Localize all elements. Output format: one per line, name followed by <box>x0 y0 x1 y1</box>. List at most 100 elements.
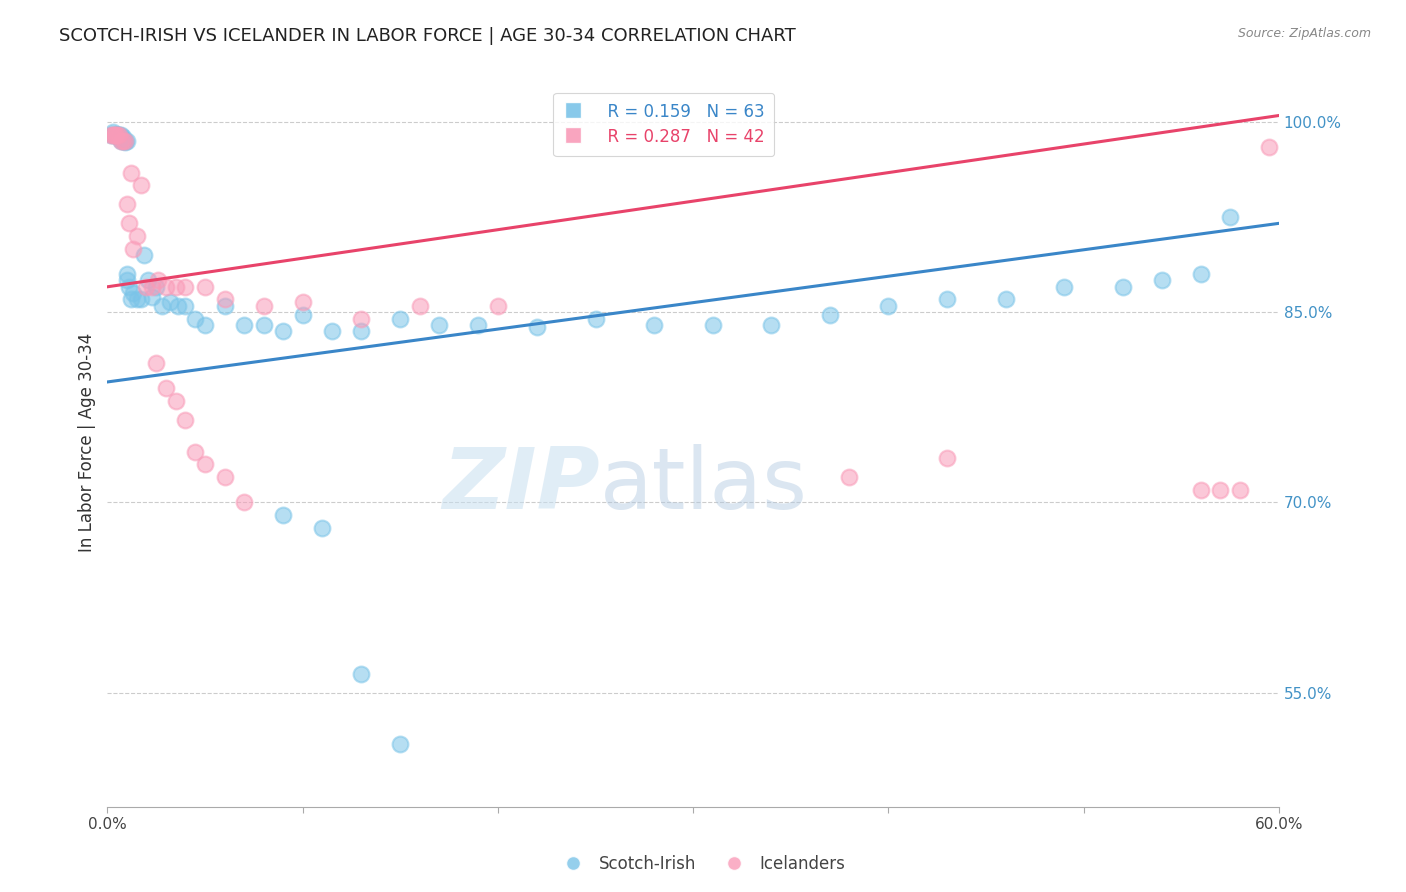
Point <box>1229 483 1251 497</box>
Legend: Scotch-Irish, Icelanders: Scotch-Irish, Icelanders <box>554 848 852 880</box>
Point <box>165 394 187 409</box>
Point <box>108 128 131 142</box>
Point <box>134 248 156 262</box>
Point <box>994 293 1017 307</box>
Point <box>129 293 152 307</box>
Point <box>120 293 142 307</box>
Point <box>108 128 131 142</box>
Point <box>233 318 256 332</box>
Point <box>111 134 134 148</box>
Point <box>108 128 131 142</box>
Point <box>104 128 127 142</box>
Point <box>1209 483 1232 497</box>
Point <box>761 318 783 332</box>
Point <box>135 280 157 294</box>
Point <box>111 130 134 145</box>
Point <box>104 128 127 142</box>
Point <box>103 125 125 139</box>
Legend:   R = 0.159   N = 63,   R = 0.287   N = 42: R = 0.159 N = 63, R = 0.287 N = 42 <box>554 93 775 156</box>
Point <box>129 178 152 193</box>
Point <box>100 128 122 142</box>
Point <box>115 134 138 148</box>
Point <box>104 128 127 142</box>
Point <box>702 318 724 332</box>
Point <box>311 521 333 535</box>
Text: SCOTCH-IRISH VS ICELANDER IN LABOR FORCE | AGE 30-34 CORRELATION CHART: SCOTCH-IRISH VS ICELANDER IN LABOR FORCE… <box>59 27 796 45</box>
Point <box>643 318 665 332</box>
Point <box>150 299 173 313</box>
Point <box>100 128 122 142</box>
Point <box>141 290 163 304</box>
Point <box>125 229 148 244</box>
Point <box>110 134 132 148</box>
Point <box>321 324 343 338</box>
Point <box>214 470 236 484</box>
Point <box>818 308 841 322</box>
Point <box>103 128 125 142</box>
Point <box>104 128 127 142</box>
Point <box>155 280 177 294</box>
Point <box>1112 280 1135 294</box>
Point <box>115 273 138 287</box>
Point <box>467 318 489 332</box>
Point <box>350 311 373 326</box>
Point <box>145 280 167 294</box>
Point <box>114 134 136 148</box>
Point <box>526 320 548 334</box>
Point <box>1189 267 1212 281</box>
Point <box>291 308 314 322</box>
Point <box>125 293 148 307</box>
Point <box>174 299 197 313</box>
Point <box>271 324 294 338</box>
Point <box>936 293 959 307</box>
Point <box>194 280 217 294</box>
Point <box>118 280 141 294</box>
Point <box>121 242 143 256</box>
Point <box>110 133 132 147</box>
Point <box>105 128 128 142</box>
Point <box>214 299 236 313</box>
Text: atlas: atlas <box>599 444 807 527</box>
Point <box>585 311 607 326</box>
Point <box>141 280 163 294</box>
Point <box>166 299 188 313</box>
Point <box>233 495 256 509</box>
Point <box>174 413 197 427</box>
Point <box>838 470 860 484</box>
Y-axis label: In Labor Force | Age 30-34: In Labor Force | Age 30-34 <box>79 333 96 552</box>
Point <box>118 216 141 230</box>
Point <box>105 128 128 142</box>
Point <box>389 737 412 751</box>
Point <box>115 267 138 281</box>
Point <box>105 128 128 142</box>
Point <box>427 318 450 332</box>
Point <box>110 134 132 148</box>
Point <box>486 299 509 313</box>
Point <box>936 451 959 466</box>
Point <box>409 299 432 313</box>
Point <box>184 444 207 458</box>
Point <box>214 293 236 307</box>
Point <box>114 134 136 148</box>
Point <box>350 324 373 338</box>
Point <box>252 318 274 332</box>
Point <box>138 273 160 287</box>
Point <box>194 318 217 332</box>
Point <box>1150 273 1173 287</box>
Point <box>145 356 167 370</box>
Point <box>350 666 373 681</box>
Point <box>165 280 187 294</box>
Point <box>174 280 197 294</box>
Point <box>389 311 412 326</box>
Point <box>121 286 143 301</box>
Point <box>291 295 314 310</box>
Point <box>1219 210 1241 224</box>
Point <box>1258 140 1281 154</box>
Point <box>271 508 294 523</box>
Point <box>146 273 169 287</box>
Point <box>110 128 132 142</box>
Point <box>114 135 136 149</box>
Point <box>105 128 128 142</box>
Point <box>111 134 134 148</box>
Point <box>877 299 900 313</box>
